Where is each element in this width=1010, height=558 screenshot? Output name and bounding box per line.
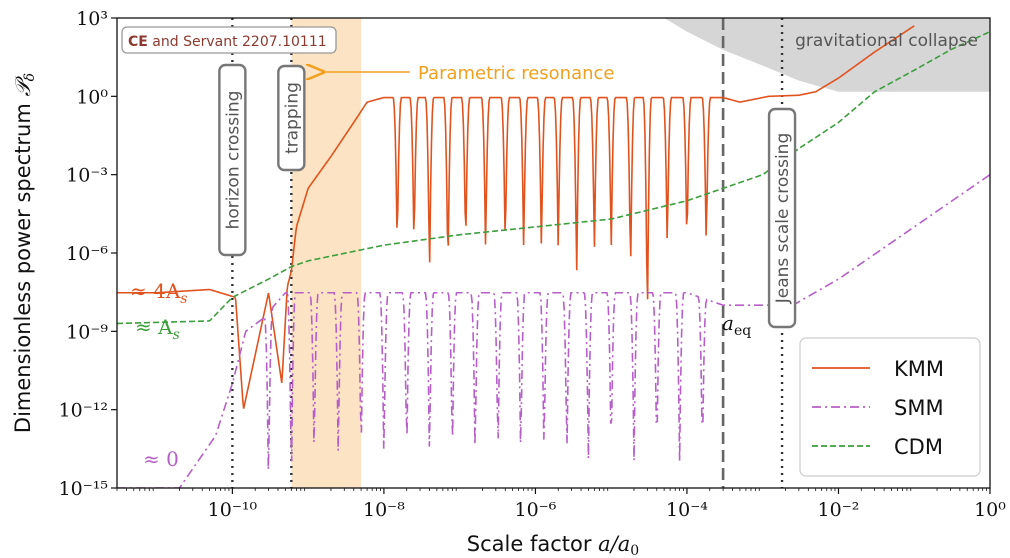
y-tick-label-2: 10⁻³ xyxy=(66,165,108,187)
legend-label-kmm: KMM xyxy=(894,357,944,381)
y-axis-label: Dimensionless power spectrum 𝒫δ xyxy=(11,73,38,433)
y-tick-label-1: 10⁰ xyxy=(76,86,108,108)
gravitational-collapse-label: gravitational collapse xyxy=(795,31,978,51)
x-tick-label-0: 10⁻¹⁰ xyxy=(208,499,258,521)
svg-text:horizon crossing: horizon crossing xyxy=(223,91,243,230)
series-smm-line xyxy=(117,174,990,488)
svg-text:trapping: trapping xyxy=(282,82,302,154)
citation-rest: and Servant 2207.10111 xyxy=(148,34,327,50)
svg-text:CE and Servant 2207.10111: CE and Servant 2207.10111 xyxy=(128,34,327,50)
y-tick-label-4: 10⁻⁹ xyxy=(66,321,108,343)
annotation-1: ≈ 4As xyxy=(130,279,187,307)
y-tick-label-0: 10³ xyxy=(76,8,108,30)
legend-label-smm: SMM xyxy=(894,396,944,420)
x-tick-label-5: 10⁰ xyxy=(974,499,1006,521)
x-axis-label: Scale factor a/a0 xyxy=(467,532,639,558)
annotation-3: ≈ 0 xyxy=(143,447,179,471)
y-tick-label-6: 10⁻¹⁵ xyxy=(59,478,108,500)
vline-label-3: Jeans scale crossing xyxy=(767,107,797,329)
y-tick-label-3: 10⁻⁶ xyxy=(66,243,108,265)
legend-label-cdm: CDM xyxy=(894,435,943,459)
legend: KMM SMM CDM xyxy=(799,337,981,477)
svg-text:Jeans scale crossing: Jeans scale crossing xyxy=(773,133,793,305)
y-tick-label-5: 10⁻¹² xyxy=(59,400,108,422)
parametric-resonance-label: Parametric resonance xyxy=(418,63,614,84)
x-tick-label-4: 10⁻² xyxy=(818,499,860,521)
citation-bold: CE xyxy=(128,34,148,50)
x-tick-label-2: 10⁻⁶ xyxy=(515,499,557,521)
gravitational-collapse-region xyxy=(664,18,990,92)
vline-label-1: trapping xyxy=(277,64,306,172)
x-tick-label-3: 10⁻⁴ xyxy=(666,499,708,521)
citation-box: CE and Servant 2207.10111 xyxy=(121,26,337,54)
series-kmm-line xyxy=(117,25,915,409)
x-tick-label-1: 10⁻⁸ xyxy=(363,499,405,521)
annotation-4: aeq xyxy=(722,311,751,339)
annotation-2: ≈ As xyxy=(135,315,180,343)
vline-label-0: horizon crossing xyxy=(218,63,247,257)
